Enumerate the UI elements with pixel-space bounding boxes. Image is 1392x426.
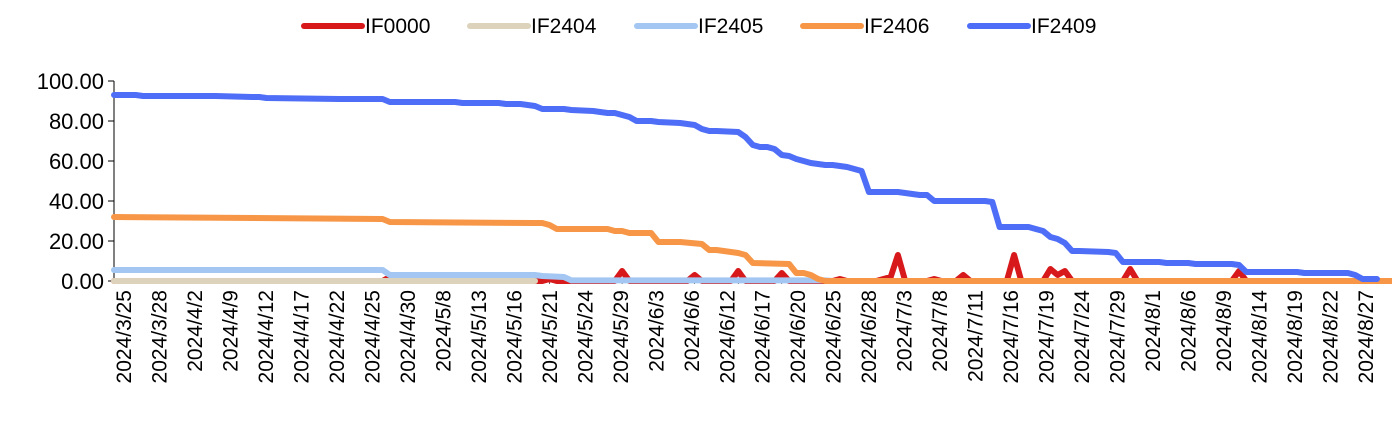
x-tick-label: 2024/6/3 (645, 290, 668, 372)
x-tick-label: 2024/7/24 (1071, 290, 1094, 384)
x-tick-label: 2024/7/11 (965, 290, 988, 382)
x-tick-labels: 2024/3/25 2024/3/28 2024/4/2 2024/4/9 2024/4… (113, 290, 1378, 384)
x-tick-label: 2024/5/24 (574, 290, 597, 384)
x-tick-label: 2024/8/19 (1284, 290, 1307, 383)
series-line-if2405 (111, 267, 836, 284)
series-line-if2409 (111, 92, 1380, 282)
legend-label: IF2409 (1031, 15, 1096, 38)
legend-item-if2406: IF2406 (800, 15, 929, 38)
x-tick-label: 2024/4/25 (361, 290, 384, 383)
x-tick-label: 2024/4/9 (219, 290, 242, 372)
x-tick-label: 2024/6/12 (716, 290, 739, 383)
x-tick-label: 2024/5/29 (610, 290, 633, 383)
x-tick-label: 2024/6/6 (681, 290, 704, 372)
series-line-if2406 (111, 214, 1392, 284)
x-tick-label: 2024/7/19 (1036, 290, 1059, 383)
legend: IF0000 IF2404 IF2405 IF2406 IF2409 (301, 15, 1096, 38)
legend-label: IF2405 (698, 15, 763, 38)
x-tick-label: 2024/3/25 (113, 290, 136, 383)
y-tick-label: 20.00 (49, 229, 104, 254)
x-tick-label: 2024/4/2 (184, 290, 207, 372)
legend-item-if2409: IF2409 (967, 15, 1096, 38)
x-tick-label: 2024/8/9 (1213, 290, 1236, 372)
x-tick-label: 2024/8/14 (1249, 290, 1272, 384)
y-tick-label: 40.00 (49, 189, 104, 214)
y-tick-label: 60.00 (49, 149, 104, 174)
legend-item-if2404: IF2404 (467, 15, 597, 38)
x-tick-label: 2024/8/27 (1355, 290, 1378, 383)
x-tick-label: 2024/8/22 (1320, 290, 1343, 383)
x-tick-label: 2024/7/16 (1000, 290, 1023, 383)
x-tick-label: 2024/6/25 (823, 290, 846, 383)
x-tick-label: 2024/7/8 (929, 290, 952, 372)
x-tick-label: 2024/4/22 (326, 290, 349, 383)
x-tick-label: 2024/5/16 (503, 290, 526, 383)
x-tick-label: 2024/8/6 (1178, 290, 1201, 372)
legend-item-if0000: IF0000 (301, 15, 430, 38)
x-tick-label: 2024/5/21 (539, 290, 562, 383)
y-tick-label: 100.00 (37, 69, 104, 94)
x-tick-label: 2024/6/28 (858, 290, 881, 383)
series-layer (111, 92, 1392, 284)
x-tick-label: 2024/7/29 (1107, 290, 1130, 383)
legend-label: IF2404 (531, 15, 597, 38)
x-tick-label: 2024/6/17 (752, 290, 775, 383)
legend-item-if2405: IF2405 (634, 15, 763, 38)
y-tick-label: 0.00 (61, 269, 104, 294)
x-tick-label: 2024/4/12 (255, 290, 278, 383)
x-tick-label: 2024/5/8 (432, 290, 455, 372)
x-tick-label: 2024/3/28 (148, 290, 171, 383)
x-tick-label: 2024/6/20 (787, 290, 810, 383)
x-tick-label: 2024/8/1 (1142, 290, 1165, 372)
x-tick-label: 2024/5/13 (468, 290, 491, 383)
x-tick-label: 2024/4/30 (397, 290, 420, 383)
legend-label: IF2406 (864, 15, 929, 38)
x-tick-label: 2024/7/3 (894, 290, 917, 372)
y-tick-label: 80.00 (49, 109, 104, 134)
x-tick-label: 2024/4/17 (290, 290, 313, 383)
legend-label: IF0000 (365, 15, 430, 38)
